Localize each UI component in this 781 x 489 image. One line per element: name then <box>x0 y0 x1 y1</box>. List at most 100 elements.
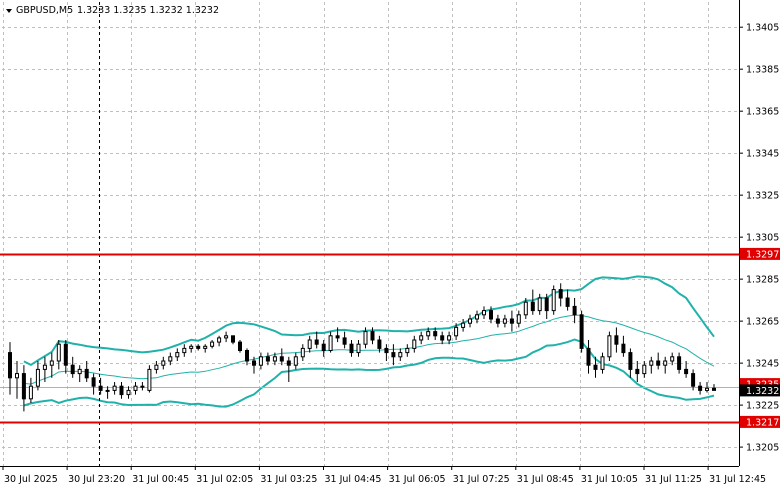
candle <box>370 327 375 345</box>
candle <box>112 382 117 395</box>
candle <box>447 331 452 345</box>
candle-body-bullish <box>468 318 472 324</box>
price-tick-label: 1.3325 <box>746 191 779 202</box>
candle-body-bullish <box>161 360 166 366</box>
time-tick-label: 31 Jul 04:45 <box>325 474 382 485</box>
candle <box>558 283 563 307</box>
candle-body-bullish <box>112 385 117 391</box>
candle <box>356 340 361 357</box>
candle-body-bullish <box>28 385 33 400</box>
candle-body-bullish <box>182 347 187 354</box>
candle-body-bullish <box>537 297 542 312</box>
band-upper-line <box>23 275 715 367</box>
candle-body-bearish <box>70 364 75 375</box>
candle <box>70 356 75 378</box>
time-tick-label: 31 Jul 11:25 <box>645 474 702 485</box>
candle-body-bearish <box>565 297 570 307</box>
candle <box>42 356 47 382</box>
candle-body-bullish <box>217 337 222 343</box>
candle <box>161 356 166 370</box>
price-tick-label: 1.3265 <box>746 317 779 328</box>
candle <box>182 344 187 357</box>
candle <box>203 344 208 353</box>
candle <box>265 352 270 366</box>
candle-body-bullish <box>482 310 486 316</box>
candle-body-bearish <box>196 345 201 349</box>
price-tick-label: 1.3205 <box>746 443 779 454</box>
candle-body-bearish <box>614 335 619 345</box>
candle-body-bearish <box>635 368 640 375</box>
candle <box>391 344 396 366</box>
candle-body-bearish <box>63 343 68 366</box>
candle <box>8 342 12 395</box>
dropdown-triangle-icon <box>6 9 12 13</box>
candle <box>133 382 138 395</box>
candle <box>691 369 696 391</box>
candle-body-bullish <box>175 352 180 358</box>
candle <box>621 335 626 357</box>
candle-body-bullish <box>328 335 333 351</box>
candle-body-bullish <box>307 339 312 349</box>
candle <box>35 361 40 391</box>
candle-body-bearish <box>572 305 577 316</box>
candle <box>245 348 249 366</box>
candle-body-bearish <box>377 339 382 349</box>
candle <box>551 285 556 315</box>
candle-body-bullish <box>551 289 556 312</box>
candle <box>642 361 647 378</box>
candle-body-bearish <box>391 352 396 358</box>
candle-body-bearish <box>677 356 682 370</box>
candle <box>523 298 528 319</box>
candle-body-bearish <box>370 331 375 341</box>
candle <box>321 340 326 357</box>
candle <box>461 319 466 332</box>
candle-body-bullish <box>35 368 40 387</box>
candle <box>168 352 173 366</box>
candle-body-bearish <box>684 368 689 375</box>
candle <box>28 377 33 403</box>
candle-body-bearish <box>349 343 354 354</box>
candle <box>586 340 591 374</box>
candle-body-bearish <box>593 364 598 370</box>
candle <box>84 361 89 382</box>
candle <box>468 314 472 328</box>
candle-body-bullish <box>705 387 709 391</box>
level-price-label-text: 1.3297 <box>746 249 779 260</box>
symbol-label: GBPUSD,M5 <box>16 5 73 16</box>
time-tick-label: 30 Jul 23:20 <box>68 474 125 485</box>
candle <box>475 310 479 324</box>
candle-body-bearish <box>544 297 549 312</box>
candle <box>663 356 668 374</box>
candle <box>189 344 194 353</box>
candle-body-bullish <box>363 331 368 345</box>
candle-body-bearish <box>384 347 389 354</box>
candle-body-bearish <box>91 377 96 387</box>
time-tick-label: 30 Jul 2025 <box>4 474 58 485</box>
candle <box>677 352 682 374</box>
candle <box>140 382 145 391</box>
candle <box>63 340 68 374</box>
candle <box>307 335 312 353</box>
candle-body-bullish <box>189 345 194 349</box>
candle <box>252 356 256 374</box>
candle <box>119 382 124 399</box>
candle-body-bullish <box>523 301 528 316</box>
candle <box>300 344 305 361</box>
candle <box>572 298 577 324</box>
candle-body-bullish <box>210 341 215 347</box>
candle <box>635 361 640 382</box>
candle <box>314 331 319 349</box>
candle-body-bullish <box>154 364 159 370</box>
candle-body-bullish <box>42 364 47 370</box>
candle <box>105 386 110 399</box>
candle <box>56 340 61 370</box>
candle-body-bullish <box>293 356 298 366</box>
candle-body-bearish <box>314 339 319 345</box>
time-tick-label: 31 Jul 10:05 <box>581 474 638 485</box>
candle <box>516 310 521 328</box>
candle <box>433 327 438 340</box>
candle-body-bearish <box>8 352 12 379</box>
